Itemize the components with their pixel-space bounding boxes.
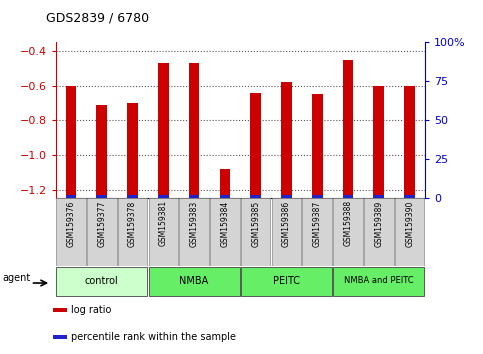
Bar xyxy=(158,63,169,198)
Bar xyxy=(189,195,199,198)
Text: GSM159389: GSM159389 xyxy=(374,200,384,246)
Text: GSM159381: GSM159381 xyxy=(159,200,168,246)
Text: GSM159383: GSM159383 xyxy=(190,200,199,246)
Text: GSM159388: GSM159388 xyxy=(343,200,353,246)
Bar xyxy=(127,103,138,198)
Bar xyxy=(96,105,107,198)
Bar xyxy=(333,267,425,296)
Bar xyxy=(66,195,76,198)
Bar xyxy=(404,86,415,198)
Text: agent: agent xyxy=(3,273,31,283)
Bar xyxy=(56,267,147,296)
Bar xyxy=(272,198,301,266)
Bar xyxy=(149,198,178,266)
Bar xyxy=(54,335,67,339)
Bar xyxy=(219,169,230,198)
Bar xyxy=(312,195,323,198)
Bar xyxy=(127,195,138,198)
Bar xyxy=(342,60,354,198)
Bar xyxy=(54,308,67,312)
Bar xyxy=(179,198,209,266)
Text: control: control xyxy=(85,276,119,286)
Bar xyxy=(96,195,107,198)
Bar xyxy=(281,82,292,198)
Bar xyxy=(241,267,332,296)
Text: GSM159390: GSM159390 xyxy=(405,200,414,247)
Bar xyxy=(302,198,332,266)
Bar xyxy=(210,198,240,266)
Text: GDS2839 / 6780: GDS2839 / 6780 xyxy=(46,12,149,25)
Bar xyxy=(241,198,270,266)
Text: GSM159385: GSM159385 xyxy=(251,200,260,246)
Text: GSM159378: GSM159378 xyxy=(128,200,137,246)
Text: PEITC: PEITC xyxy=(273,276,300,286)
Bar xyxy=(404,195,415,198)
Bar xyxy=(66,86,76,198)
Bar xyxy=(250,195,261,198)
Text: log ratio: log ratio xyxy=(71,305,111,315)
Bar xyxy=(189,63,199,198)
Text: GSM159384: GSM159384 xyxy=(220,200,229,246)
Bar xyxy=(281,195,292,198)
Bar xyxy=(149,267,240,296)
Text: NMBA and PEITC: NMBA and PEITC xyxy=(344,276,413,285)
Text: NMBA: NMBA xyxy=(180,276,209,286)
Bar xyxy=(219,195,230,198)
Bar xyxy=(250,93,261,198)
Bar xyxy=(312,95,323,198)
Text: GSM159387: GSM159387 xyxy=(313,200,322,246)
Text: GSM159377: GSM159377 xyxy=(97,200,106,247)
Bar xyxy=(87,198,116,266)
Bar xyxy=(373,86,384,198)
Text: GSM159376: GSM159376 xyxy=(67,200,75,247)
Bar xyxy=(56,198,85,266)
Bar xyxy=(118,198,147,266)
Bar xyxy=(364,198,394,266)
Bar xyxy=(395,198,425,266)
Text: percentile rank within the sample: percentile rank within the sample xyxy=(71,332,236,342)
Text: GSM159386: GSM159386 xyxy=(282,200,291,246)
Bar xyxy=(158,195,169,198)
Bar xyxy=(342,195,354,198)
Bar xyxy=(373,195,384,198)
Bar xyxy=(333,198,363,266)
